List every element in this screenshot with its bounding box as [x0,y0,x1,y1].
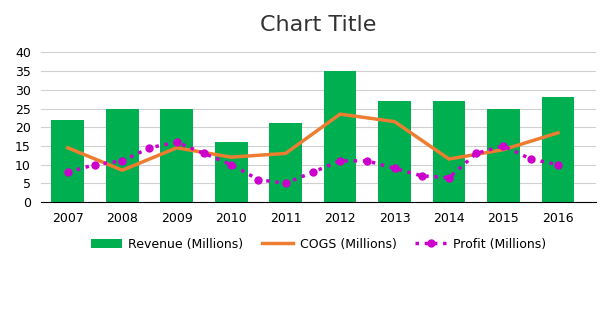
Legend: Revenue (Millions), COGS (Millions), Profit (Millions): Revenue (Millions), COGS (Millions), Pro… [86,233,551,256]
Bar [51,120,84,202]
Bar [161,109,193,202]
Title: Chart Title: Chart Title [260,15,376,35]
Bar [215,142,247,202]
Bar [324,71,356,202]
Bar [541,97,574,202]
Bar [106,109,139,202]
Bar [487,109,520,202]
Bar [433,101,466,202]
Bar [378,101,411,202]
Bar [269,123,302,202]
